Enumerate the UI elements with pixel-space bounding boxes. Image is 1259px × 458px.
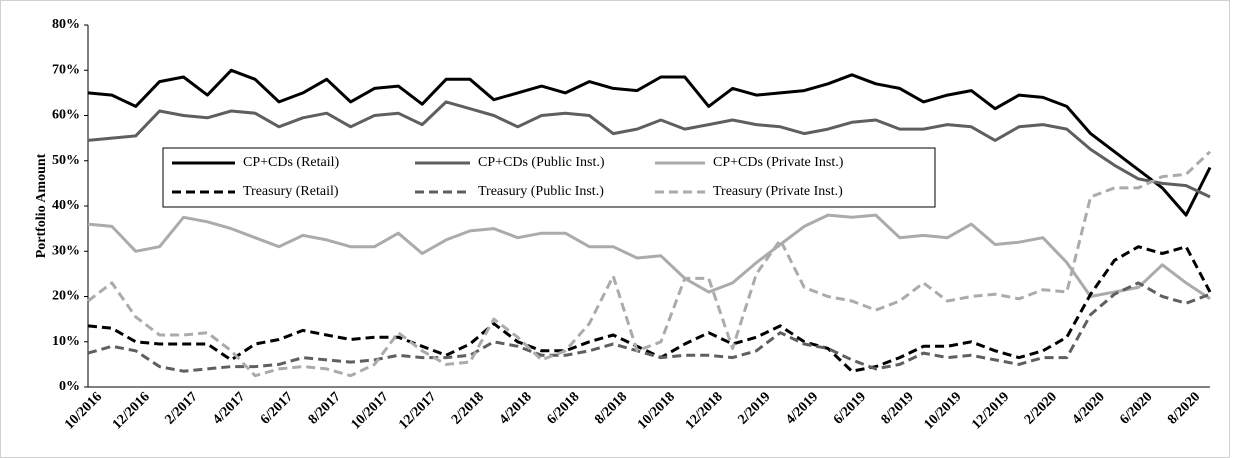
y-tick-label: 0% [59, 379, 80, 394]
y-tick-label: 30% [52, 243, 80, 258]
y-tick-label: 60% [52, 108, 80, 123]
y-tick-label: 20% [52, 289, 80, 304]
x-tick-label: 12/2017 [396, 389, 439, 432]
legend-label: Treasury (Public Inst.) [478, 184, 604, 199]
x-tick-label: 10/2018 [635, 389, 678, 432]
legend-label: CP+CDs (Private Inst.) [713, 155, 844, 170]
y-axis-label: Portfolio Amount [34, 153, 49, 258]
x-tick-label: 10/2017 [349, 389, 392, 432]
x-tick-label: 12/2018 [683, 389, 726, 432]
x-tick-label: 12/2016 [110, 389, 153, 432]
y-tick-label: 50% [52, 153, 80, 168]
x-tick-label: 12/2019 [969, 389, 1012, 432]
legend-label: Treasury (Retail) [243, 184, 339, 199]
x-tick-label: 2/2020 [1022, 389, 1060, 427]
series-line [87, 68, 1212, 217]
x-tick-label: 6/2017 [258, 389, 296, 427]
series-line [87, 281, 1211, 373]
x-tick-label: 4/2018 [497, 389, 535, 427]
x-tick-label: 2/2019 [735, 389, 773, 427]
x-tick-label: 8/2017 [306, 389, 344, 427]
y-tick-label: 70% [52, 62, 80, 77]
legend-box [162, 147, 936, 208]
y-tick-label: 40% [52, 198, 80, 213]
legend-label: CP+CDs (Retail) [243, 155, 340, 170]
series-line [87, 245, 1212, 373]
x-tick-label: 4/2019 [783, 389, 821, 427]
x-tick-label: 8/2018 [592, 389, 630, 427]
series-line [87, 213, 1211, 301]
series-line [87, 100, 1211, 199]
x-tick-label: 8/2019 [879, 389, 917, 427]
x-tick-label: 2/2018 [449, 389, 487, 427]
series-line [87, 150, 1212, 378]
y-tick-label: 80% [52, 17, 80, 32]
chart-frame [0, 0, 1230, 458]
x-tick-label: 4/2017 [210, 389, 248, 427]
x-tick-label: 8/2020 [1165, 389, 1203, 427]
y-tick-label: 10% [52, 334, 80, 349]
x-tick-label: 6/2020 [1117, 389, 1155, 427]
x-tick-label: 6/2018 [544, 389, 582, 427]
x-tick-label: 4/2020 [1070, 389, 1108, 427]
x-tick-label: 2/2017 [162, 389, 200, 427]
x-tick-label: 10/2019 [921, 389, 964, 432]
x-tick-label: 10/2016 [62, 389, 105, 432]
legend-label: CP+CDs (Public Inst.) [478, 155, 605, 170]
x-tick-label: 6/2019 [831, 389, 869, 427]
legend-label: Treasury (Private Inst.) [713, 184, 843, 199]
